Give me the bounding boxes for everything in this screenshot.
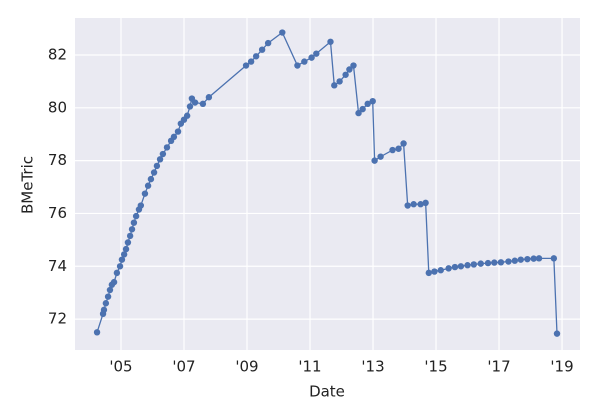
data-point	[371, 157, 378, 164]
data-point	[535, 255, 543, 262]
data-point	[141, 190, 149, 197]
x-tick-label: '19	[550, 358, 573, 376]
data-point	[395, 145, 402, 152]
data-point	[477, 260, 484, 267]
data-point	[156, 156, 164, 163]
x-axis-label: Date	[309, 383, 345, 401]
x-tick-label: '05	[109, 358, 132, 376]
data-point	[186, 103, 194, 110]
data-point	[410, 201, 417, 208]
y-tick-label: 76	[48, 204, 67, 222]
data-point	[252, 53, 260, 60]
data-point	[327, 38, 334, 45]
data-point	[517, 256, 524, 263]
data-point	[104, 293, 112, 300]
data-point	[350, 62, 357, 69]
data-point	[106, 286, 114, 294]
data-point	[102, 300, 110, 307]
data-point	[511, 257, 518, 264]
data-point	[279, 29, 286, 36]
data-point	[425, 269, 432, 277]
data-point	[491, 259, 498, 266]
data-point	[355, 109, 362, 117]
data-point	[550, 255, 558, 262]
data-point	[389, 146, 396, 154]
data-point	[308, 54, 315, 61]
data-point	[431, 268, 438, 275]
data-point	[264, 39, 272, 47]
data-point	[116, 263, 124, 270]
data-point	[530, 255, 537, 262]
y-axis-label: BMeTric	[19, 156, 37, 214]
data-point	[110, 278, 118, 286]
data-point	[464, 262, 471, 269]
data-point	[400, 140, 407, 147]
data-point	[118, 256, 126, 263]
data-point	[126, 232, 134, 240]
data-point	[445, 265, 452, 272]
data-point	[497, 259, 505, 266]
x-tick-label: '17	[487, 358, 510, 376]
data-point	[153, 162, 161, 170]
data-point	[505, 258, 512, 265]
data-point	[364, 100, 371, 108]
data-point	[294, 62, 301, 69]
x-tick-label: '11	[298, 358, 321, 376]
data-point	[258, 46, 266, 53]
data-point	[191, 99, 199, 106]
data-point	[124, 239, 132, 246]
data-point	[369, 97, 376, 105]
data-point	[132, 212, 140, 220]
data-point	[122, 245, 130, 253]
data-point	[147, 175, 155, 183]
data-point	[163, 144, 171, 151]
data-point	[437, 267, 444, 274]
data-point	[470, 261, 478, 268]
y-tick-label: 82	[48, 45, 67, 63]
data-point	[377, 153, 384, 160]
data-point	[342, 71, 349, 78]
data-point	[130, 219, 138, 226]
data-point	[100, 306, 108, 314]
y-tick-label: 74	[48, 257, 67, 275]
y-tick-label: 78	[48, 151, 67, 169]
data-point	[159, 150, 167, 158]
data-point	[313, 50, 320, 57]
data-point	[144, 182, 152, 189]
data-point	[174, 128, 182, 135]
data-point	[113, 269, 121, 277]
data-point	[150, 169, 158, 176]
plot-area	[75, 18, 580, 350]
x-tick-label: '13	[361, 358, 384, 376]
data-point	[199, 100, 207, 108]
data-point	[242, 62, 250, 69]
data-point	[336, 78, 343, 85]
data-point	[120, 251, 128, 258]
data-point	[524, 255, 531, 263]
data-point	[137, 202, 145, 209]
data-point	[484, 259, 492, 267]
data-point	[457, 263, 465, 270]
data-point	[301, 58, 308, 65]
data-point	[93, 329, 101, 336]
data-point	[170, 133, 178, 141]
x-tick-label: '07	[172, 358, 195, 376]
data-point	[417, 201, 424, 208]
data-point	[422, 199, 429, 207]
data-point	[359, 105, 366, 113]
data-point	[247, 58, 255, 65]
x-tick-label: '15	[424, 358, 447, 376]
data-point	[404, 202, 411, 209]
data-point	[128, 226, 136, 233]
data-point	[205, 94, 213, 101]
data-point	[451, 263, 459, 271]
data-point	[183, 112, 191, 119]
data-point	[553, 330, 561, 337]
y-tick-label: 72	[48, 310, 67, 328]
data-point	[346, 66, 353, 73]
x-tick-label: '09	[235, 358, 258, 376]
y-tick-label: 80	[48, 98, 67, 116]
data-point	[331, 82, 338, 89]
